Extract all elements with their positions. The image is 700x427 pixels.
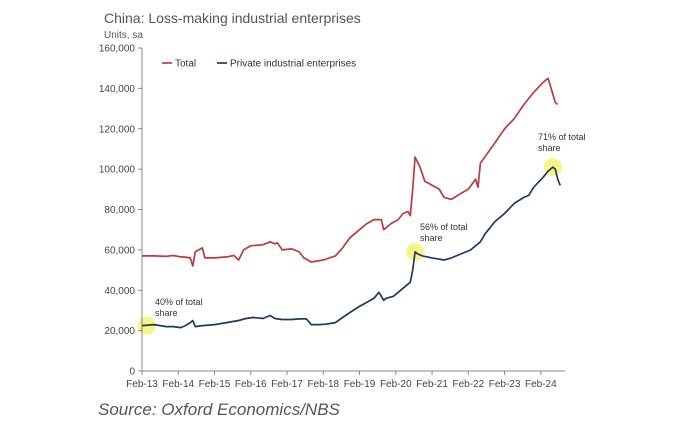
- y-tick-label-1: 20,000: [104, 326, 135, 337]
- x-tick-label-5: Feb-18: [307, 379, 339, 390]
- x-tick-label-11: Feb-24: [525, 379, 557, 390]
- x-tick-label-2: Feb-15: [199, 379, 231, 390]
- y-tick-label-8: 160,000: [99, 44, 136, 55]
- y-tick-label-2: 40,000: [104, 286, 135, 297]
- x-tick-label-1: Feb-14: [162, 379, 194, 390]
- y-axis-label: Units, sa: [104, 30, 143, 41]
- x-tick-label-0: Feb-13: [126, 379, 158, 390]
- y-tick-label-4: 80,000: [104, 205, 135, 216]
- annotation-text-2-0: 71% of total: [538, 132, 586, 142]
- source-note: Source: Oxford Economics/NBS: [98, 400, 340, 419]
- annotation-text-2-1: share: [538, 143, 561, 153]
- x-tick-label-6: Feb-19: [344, 379, 376, 390]
- x-tick-label-3: Feb-16: [235, 379, 267, 390]
- annotation-text-1-1: share: [420, 233, 443, 243]
- y-tick-label-5: 100,000: [99, 165, 136, 176]
- legend-label-1: Private industrial enterprises: [230, 59, 356, 70]
- annotation-text-0-1: share: [155, 308, 178, 318]
- legend-label-0: Total: [175, 59, 196, 70]
- series-line-0: [142, 77, 559, 267]
- series-line-1: [141, 166, 561, 329]
- x-tick-label-7: Feb-20: [380, 379, 412, 390]
- annotation-text-1-0: 56% of total: [420, 222, 468, 232]
- y-tick-label-0: 0: [129, 367, 135, 378]
- x-tick-label-9: Feb-22: [452, 379, 484, 390]
- chart-title: China: Loss-making industrial enterprise…: [104, 10, 361, 26]
- y-tick-label-3: 60,000: [104, 245, 135, 256]
- x-tick-label-8: Feb-21: [416, 379, 448, 390]
- y-tick-label-6: 120,000: [99, 124, 136, 135]
- annotation-text-0-0: 40% of total: [155, 297, 203, 307]
- x-tick-label-10: Feb-23: [489, 379, 521, 390]
- x-tick-label-4: Feb-17: [271, 379, 303, 390]
- y-tick-label-7: 140,000: [99, 84, 136, 95]
